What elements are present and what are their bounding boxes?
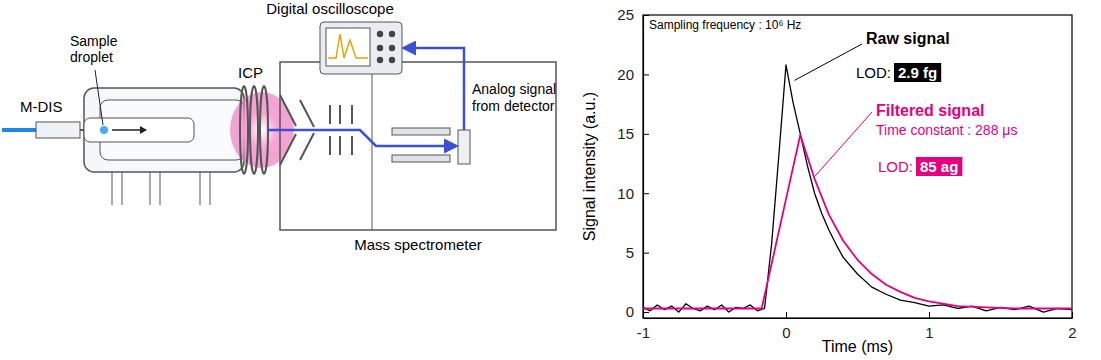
capillary — [2, 128, 38, 132]
spectrometer-wall — [372, 62, 373, 230]
series-line — [643, 65, 1072, 312]
gas-inlet — [200, 172, 210, 205]
chart: -10120510152025Time (ms)Signal intensity… — [581, 6, 1077, 355]
oscilloscope-knob — [389, 45, 395, 51]
y-tick-mark — [643, 74, 649, 75]
filtered-lod-label: LOD: — [878, 158, 913, 175]
series-line — [643, 135, 1072, 308]
lod-box: 2.9 fg — [894, 63, 941, 82]
sample-droplet — [100, 126, 108, 134]
torch-outer — [84, 88, 244, 172]
spectrometer-label: Mass spectrometer — [354, 236, 482, 253]
ion-path — [268, 130, 456, 146]
x-tick-label: 2 — [1068, 324, 1076, 341]
y-tick: 25 — [617, 6, 649, 23]
oscilloscope-screen — [326, 28, 370, 66]
raw-lod-label: LOD: — [856, 64, 891, 81]
oscilloscope-knob — [377, 45, 383, 51]
oscilloscope-knob — [389, 57, 395, 63]
syringe — [36, 122, 80, 138]
y-tick: 0 — [626, 303, 649, 320]
y-axis-title: Signal intensity (a.u.) — [581, 92, 598, 241]
figure: M-DIS Sampledroplet ICP Digital oscilloscop… — [0, 0, 1101, 360]
y-axis-line — [643, 16, 644, 319]
raw-series-label: Raw signal — [866, 30, 950, 47]
load-coil — [260, 86, 268, 174]
oscilloscope-knob — [377, 31, 383, 37]
x-tick-mark — [786, 312, 787, 318]
y-tick-label: 25 — [617, 6, 634, 23]
y-tick-mark — [643, 134, 649, 135]
y-tick-label: 0 — [626, 303, 634, 320]
detector — [458, 130, 470, 164]
droplet-label-line: droplet — [70, 49, 113, 65]
x-tick: 0 — [782, 312, 790, 341]
filtered-series-label: Filtered signal — [876, 102, 984, 119]
load-coil — [240, 86, 248, 174]
y-tick-mark — [643, 193, 649, 194]
x-tick-label: 0 — [782, 324, 790, 341]
lod-box-bg — [894, 63, 941, 82]
y-tick-mark — [643, 253, 649, 254]
droplet-leader — [95, 70, 103, 125]
gas-inlet — [150, 172, 160, 205]
raw-leader — [795, 44, 862, 80]
sampling-note: Sampling frequency : 10⁶ Hz — [649, 18, 801, 32]
x-axis-line — [644, 318, 1073, 319]
y-tick-mark — [643, 312, 649, 313]
plot-frame — [643, 15, 1072, 318]
y-tick: 10 — [617, 185, 649, 202]
y-tick-label: 5 — [626, 244, 634, 261]
oscilloscope — [320, 22, 402, 74]
lod-box-bg — [916, 157, 962, 176]
load-coil — [250, 86, 258, 174]
y-axis: 0 5 10 15 20 25 — [617, 6, 649, 320]
instrument-label: M-DIS — [20, 98, 63, 115]
filtered-time-constant: Time constant : 288 μs — [876, 122, 1017, 138]
plot-marks — [643, 65, 1072, 312]
x-tick-mark — [1072, 312, 1073, 318]
x-tick-mark — [929, 312, 930, 318]
lod-value: 85 ag — [920, 158, 958, 175]
oscilloscope-label: Digital oscilloscope — [266, 0, 394, 17]
oscilloscope-knob — [377, 57, 383, 63]
plasma-label: ICP — [238, 64, 263, 81]
droplet-arrow-head — [140, 126, 147, 134]
x-tick-label: 1 — [925, 324, 933, 341]
signal-label-line: Analog signal — [472, 81, 556, 97]
y-tick-label: 20 — [617, 66, 634, 83]
x-tick: 1 — [925, 312, 933, 341]
x-axis-title: Time (ms) — [822, 338, 893, 355]
signal-arrow — [404, 48, 464, 130]
quadrupole-rod — [392, 128, 450, 135]
lod-value: 2.9 fg — [898, 64, 937, 81]
signal-label-line: from detector — [472, 98, 555, 114]
signal-label: Analog signalfrom detector — [472, 81, 556, 114]
oscilloscope-trace — [328, 34, 368, 58]
oscilloscope-knob — [389, 31, 395, 37]
droplet-arrow — [112, 129, 140, 131]
lod-box: 85 ag — [916, 157, 962, 176]
torch-injector — [84, 118, 194, 142]
annotations: Sampling frequency : 10⁶ Hz Raw signal LOD… — [649, 18, 1017, 177]
y-tick-label: 10 — [617, 185, 634, 202]
instrument-diagram: M-DIS Sampledroplet ICP Digital oscilloscop… — [2, 0, 556, 253]
gas-inlet — [112, 172, 122, 205]
x-tick-label: -1 — [637, 324, 650, 341]
y-tick-mark — [643, 15, 649, 16]
droplet-label: Sampledroplet — [70, 33, 118, 65]
droplet-label-line: Sample — [70, 33, 118, 49]
y-tick: 20 — [617, 66, 649, 83]
y-tick: 5 — [626, 244, 649, 261]
y-tick-label: 15 — [617, 125, 634, 142]
filtered-leader — [815, 112, 872, 177]
x-axis: -1 0 1 2 — [637, 312, 1077, 341]
y-tick: 15 — [617, 125, 649, 142]
quadrupole-rod — [392, 155, 450, 162]
x-tick: 2 — [1068, 312, 1076, 341]
